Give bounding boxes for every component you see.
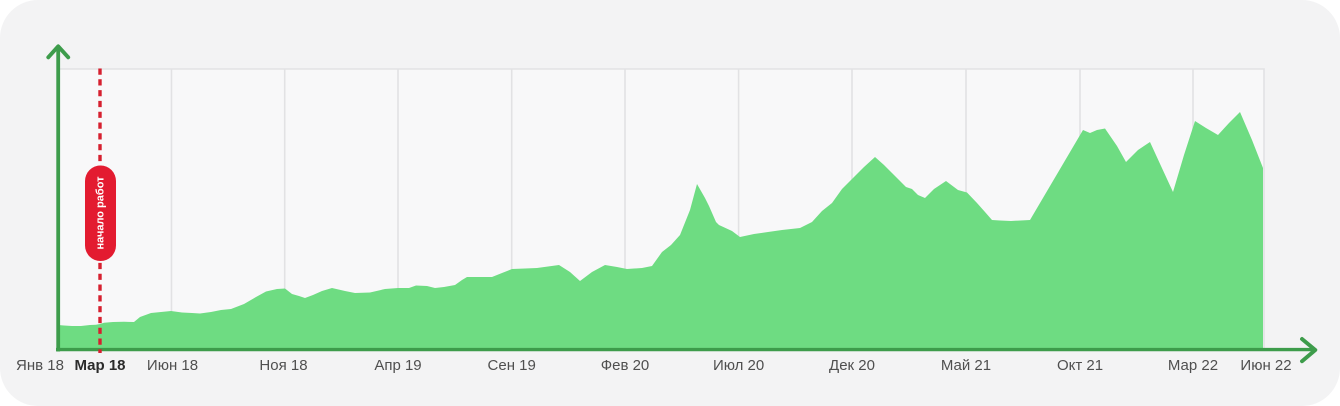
svg-text:Мар 18: Мар 18 [74,357,125,374]
svg-text:Мар 22: Мар 22 [1168,357,1218,374]
svg-text:Сен 19: Сен 19 [488,357,536,374]
svg-text:начало работ: начало работ [94,176,106,250]
svg-text:Апр 19: Апр 19 [374,357,421,374]
svg-text:Дек 20: Дек 20 [829,357,875,374]
svg-text:Июн 18: Июн 18 [147,357,198,374]
svg-text:Ноя 18: Ноя 18 [259,357,307,374]
svg-text:Янв 18: Янв 18 [16,357,64,374]
svg-text:Июл 20: Июл 20 [713,357,764,374]
svg-text:Май 21: Май 21 [941,357,991,374]
svg-text:Окт 21: Окт 21 [1057,357,1103,374]
svg-text:Фев 20: Фев 20 [601,357,650,374]
svg-text:Июн 22: Июн 22 [1240,357,1291,374]
